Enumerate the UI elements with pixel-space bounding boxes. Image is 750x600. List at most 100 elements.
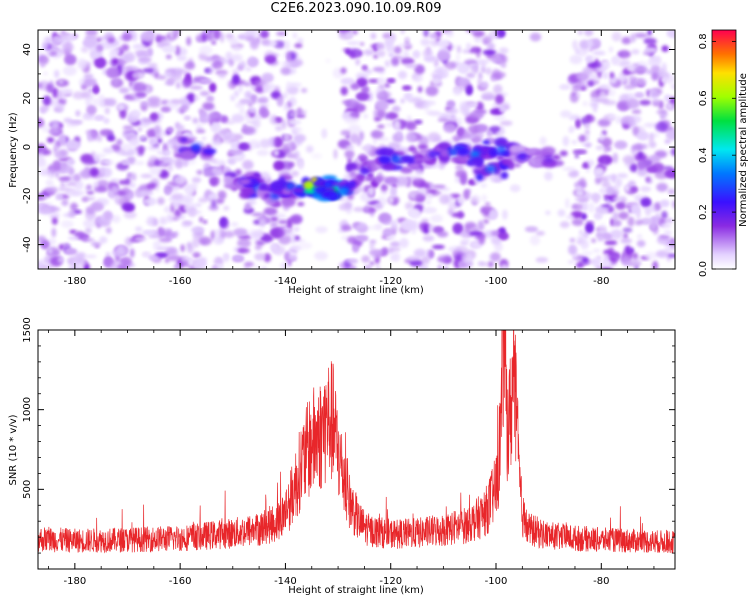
heatmap-noise-blob: [451, 212, 465, 218]
heatmap-noise-blob: [629, 257, 642, 267]
heatmap-noise-blob: [525, 226, 538, 232]
heatmap-noise-blob: [59, 149, 69, 156]
heatmap-noise-blob: [660, 76, 668, 84]
heatmap-noise-blob: [91, 97, 105, 106]
heatmap-echo-blob: [292, 187, 305, 193]
heatmap-noise-blob: [140, 173, 153, 179]
heatmap-echo-blob: [438, 141, 451, 150]
heatmap-noise-blob: [582, 251, 593, 256]
heatmap-noise-blob: [362, 65, 368, 70]
heatmap-noise-blob: [658, 235, 670, 239]
heatmap-noise-blob: [235, 101, 245, 109]
heatmap-noise-blob: [349, 170, 357, 178]
heatmap-noise-blob: [355, 72, 369, 80]
heatmap-noise-blob: [453, 258, 461, 269]
colorbar-tick-label: 0.8: [698, 33, 709, 49]
heatmap-noise-blob: [378, 213, 391, 223]
heatmap-noise-blob: [300, 242, 313, 250]
heatmap-noise-blob: [450, 113, 456, 120]
heatmap-noise-blob: [158, 156, 172, 162]
heatmap-noise-blob: [40, 62, 45, 68]
heatmap-noise-blob: [39, 168, 50, 176]
x-tick-label: -80: [593, 576, 609, 587]
heatmap-noise-blob: [494, 177, 503, 183]
heatmap-noise-blob: [631, 49, 640, 55]
heatmap-noise-blob: [298, 159, 304, 170]
heatmap-noise-blob: [384, 82, 391, 88]
heatmap-noise-blob: [402, 85, 412, 90]
heatmap-noise-blob: [405, 132, 418, 143]
heatmap-noise-blob: [231, 155, 242, 161]
heatmap-noise-blob: [651, 71, 659, 81]
heatmap-noise-blob: [601, 130, 607, 136]
heatmap-noise-blob: [164, 80, 174, 86]
heatmap-noise-blob: [361, 86, 369, 94]
heatmap-noise-blob: [376, 264, 381, 269]
heatmap-noise-blob: [94, 156, 100, 163]
heatmap-noise-blob: [244, 111, 251, 122]
heatmap-noise-blob: [188, 210, 203, 215]
heatmap-noise-blob: [95, 38, 102, 43]
heatmap-noise-blob: [260, 234, 274, 243]
heatmap-noise-blob: [86, 184, 92, 191]
heatmap-noise-blob: [381, 247, 389, 256]
heatmap-noise-blob: [576, 72, 589, 81]
heatmap-echo-blob: [303, 180, 314, 190]
heatmap-noise-blob: [447, 208, 454, 216]
heatmap-echo-peak: [359, 167, 370, 175]
heatmap-noise-blob: [376, 77, 386, 85]
heatmap-noise-blob: [48, 129, 61, 135]
heatmap-echo-blob: [501, 157, 513, 166]
heatmap-noise-blob: [455, 164, 464, 171]
heatmap-noise-blob: [47, 248, 53, 255]
heatmap-noise-blob: [401, 219, 416, 231]
heatmap-noise-blob: [173, 263, 182, 269]
heatmap-noise-blob: [668, 96, 675, 106]
heatmap-noise-blob: [585, 114, 592, 121]
heatmap-noise-blob: [122, 160, 129, 165]
heatmap-echo-blob: [202, 148, 217, 155]
heatmap-echo-blob: [439, 148, 451, 157]
heatmap-noise-blob: [84, 254, 97, 259]
heatmap-noise-blob: [598, 133, 605, 143]
heatmap-noise-blob: [123, 211, 137, 219]
heatmap-noise-blob: [352, 222, 366, 230]
heatmap-echo-peak: [485, 165, 496, 173]
heatmap-noise-blob: [646, 166, 658, 173]
heatmap-noise-blob: [385, 122, 394, 127]
heatmap-noise-blob: [612, 211, 619, 222]
heatmap-noise-blob: [201, 111, 207, 119]
heatmap-echo-blob: [270, 182, 286, 192]
heatmap-noise-blob: [366, 91, 373, 102]
heatmap-noise-blob: [86, 190, 95, 195]
heatmap-noise-blob: [345, 116, 359, 125]
heatmap-noise-blob: [289, 214, 302, 224]
heatmap-noise-blob: [174, 209, 182, 217]
heatmap-noise-blob: [155, 133, 161, 140]
heatmap-noise-blob: [632, 143, 644, 151]
y-tick-label: 1500: [22, 317, 33, 342]
heatmap-noise-blob: [117, 104, 125, 110]
heatmap-noise-blob: [100, 219, 111, 227]
heatmap-echo-peak: [391, 155, 401, 163]
heatmap-noise-blob: [663, 230, 672, 235]
heatmap-noise-blob: [134, 236, 148, 242]
heatmap-noise-blob: [358, 154, 368, 161]
heatmap-noise-blob: [568, 170, 579, 178]
heatmap-noise-blob: [94, 115, 105, 121]
heatmap-noise-blob: [204, 68, 212, 73]
heatmap-noise-blob: [391, 57, 400, 66]
heatmap-noise-blob: [608, 113, 616, 119]
heatmap-noise-blob: [645, 176, 651, 183]
y-tick-label: 1000: [22, 397, 33, 422]
heatmap-noise-blob: [634, 32, 648, 39]
heatmap-noise-blob: [61, 88, 73, 96]
heatmap-noise-blob: [62, 65, 77, 76]
heatmap-noise-blob: [373, 54, 378, 59]
heatmap-noise-blob: [132, 72, 145, 79]
heatmap-noise-blob: [420, 38, 431, 46]
heatmap-noise-blob: [67, 236, 80, 241]
heatmap-noise-blob: [469, 111, 484, 119]
heatmap-noise-blob: [89, 167, 99, 177]
heatmap-noise-blob: [40, 264, 54, 269]
